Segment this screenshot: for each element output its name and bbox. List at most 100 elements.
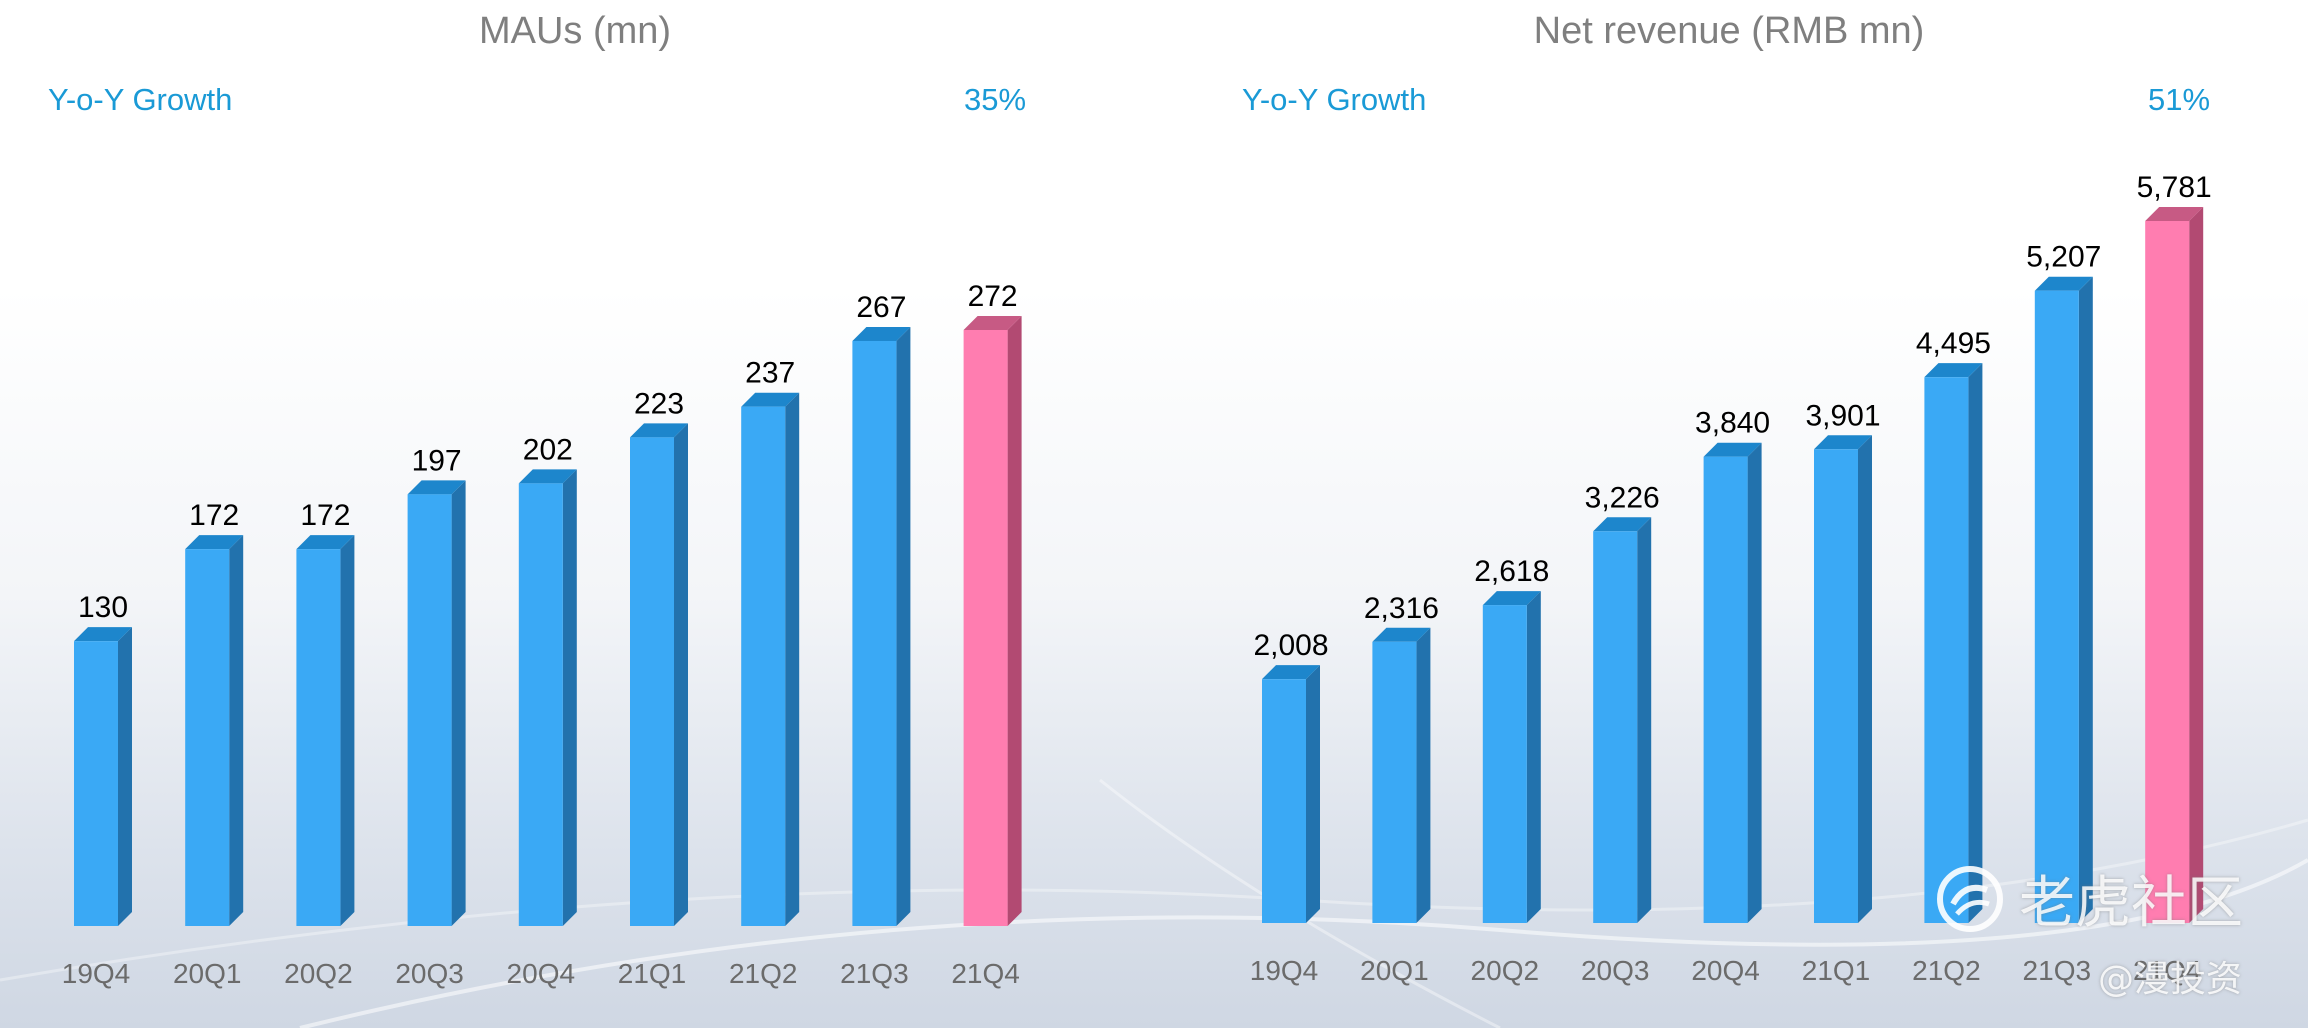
data-label: 172 (189, 499, 239, 532)
bar-21Q1 (630, 423, 688, 926)
bar-top (518, 469, 577, 484)
bar-top (296, 535, 355, 550)
bar-front (1262, 679, 1306, 923)
bar-side (674, 423, 688, 926)
bar-top (1814, 435, 1872, 450)
category-label: 19Q4 (62, 958, 131, 989)
bar-21Q3 (2034, 276, 2093, 923)
bar-front (630, 437, 674, 926)
bar-top (852, 326, 911, 341)
category-label: 21Q4 (2133, 955, 2202, 986)
bar-21Q1 (1814, 435, 1872, 923)
data-label: 223 (634, 387, 684, 420)
bar-side (451, 480, 466, 926)
category-label: 21Q1 (618, 958, 687, 989)
bar-top (741, 392, 800, 407)
category-label: 21Q3 (2023, 955, 2092, 986)
data-label: 237 (745, 357, 795, 390)
category-label: 20Q2 (1471, 955, 1540, 986)
category-label: 20Q2 (284, 958, 353, 989)
category-label: 19Q4 (1250, 955, 1319, 986)
data-label: 2,618 (1474, 555, 1549, 588)
category-label: 21Q1 (1802, 955, 1871, 986)
data-label: 172 (300, 499, 350, 532)
category-label: 21Q2 (1912, 955, 1981, 986)
category-label: 21Q2 (729, 958, 798, 989)
bar-side (562, 469, 577, 926)
bar-front (741, 406, 786, 926)
bar-side (1306, 665, 1320, 923)
bar-front (2145, 221, 2190, 923)
data-label: 3,840 (1695, 407, 1770, 440)
category-label: 20Q1 (1360, 955, 1429, 986)
bar-side (896, 326, 911, 926)
bar-top (1482, 591, 1541, 606)
yoy-growth-value: 35% (964, 82, 1027, 117)
bar-top (1262, 665, 1320, 680)
revenue-chart-panel: Net revenue (RMB mn) Y-o-Y Growth 51% 2,… (1150, 0, 2308, 1028)
bar-side (2189, 207, 2204, 923)
mau-bar-chart: 130 19Q4 172 20Q1 172 20Q2 197 20Q3 202 20Q4 223 21… (62, 280, 1022, 989)
data-label: 267 (856, 291, 906, 324)
bar-side (1416, 627, 1431, 923)
bar-side (2078, 276, 2093, 923)
watermark-handle: @漫投资 (2098, 959, 2243, 1000)
bar-side (340, 535, 355, 926)
data-label: 130 (78, 591, 128, 624)
data-label: 272 (968, 280, 1018, 313)
data-label: 4,495 (1916, 327, 1991, 360)
data-label: 2,008 (1253, 629, 1328, 662)
bar-21Q2 (1924, 363, 1983, 924)
bar-top (1372, 627, 1431, 642)
bar-front (185, 549, 230, 926)
chart-title: MAUs (mn) (478, 10, 672, 52)
data-label: 5,207 (2026, 241, 2101, 274)
bar-front (1703, 456, 1748, 923)
watermark-text: 老虎社区 (2019, 871, 2243, 936)
bar-top (2145, 207, 2204, 221)
bar-front (1482, 605, 1527, 923)
yoy-growth-label: Y-o-Y Growth (1242, 82, 1427, 117)
bar-side (1637, 517, 1652, 923)
chart-title: Net revenue (RMB mn) (1533, 10, 1925, 52)
bar-21Q3 (852, 326, 911, 926)
bar-front (852, 340, 897, 926)
bar-front (963, 330, 1008, 926)
bar-top (963, 316, 1022, 330)
bar-top (1593, 517, 1652, 532)
bar-side (229, 535, 244, 926)
data-label: 202 (523, 433, 573, 466)
bar-front (296, 549, 341, 926)
bar-top (185, 535, 244, 550)
bar-20Q4 (518, 469, 577, 926)
bar-19Q4 (1262, 665, 1320, 923)
data-label: 3,226 (1585, 481, 1660, 514)
category-label: 21Q4 (951, 958, 1020, 989)
bar-20Q1 (1372, 627, 1431, 923)
bar-side (118, 627, 132, 926)
bar-side (1858, 435, 1872, 923)
revenue-bar-chart: 2,008 19Q4 2,316 20Q1 2,618 20Q2 3,226 20Q3 3,84… (1250, 171, 2212, 986)
category-label: 20Q1 (173, 958, 242, 989)
bar-top (1703, 442, 1762, 457)
bar-top (630, 423, 688, 438)
category-label: 20Q3 (395, 958, 464, 989)
tiger-logo-icon (1937, 865, 2003, 932)
bar-top (74, 627, 132, 642)
bar-side (1526, 591, 1541, 923)
category-label: 20Q3 (1581, 955, 1650, 986)
bar-front (1593, 531, 1638, 923)
data-label: 5,781 (2137, 171, 2212, 204)
bar-21Q4 (963, 316, 1022, 926)
bar-top (407, 480, 466, 495)
bar-20Q3 (407, 480, 466, 926)
bar-front (407, 494, 452, 926)
bar-front (74, 641, 118, 926)
bar-front (1924, 377, 1969, 924)
yoy-growth-value: 51% (2148, 82, 2211, 117)
bar-19Q4 (74, 627, 132, 926)
bar-side (785, 392, 800, 926)
bar-front (1372, 641, 1417, 923)
category-label: 21Q3 (840, 958, 909, 989)
bar-20Q3 (1593, 517, 1652, 923)
